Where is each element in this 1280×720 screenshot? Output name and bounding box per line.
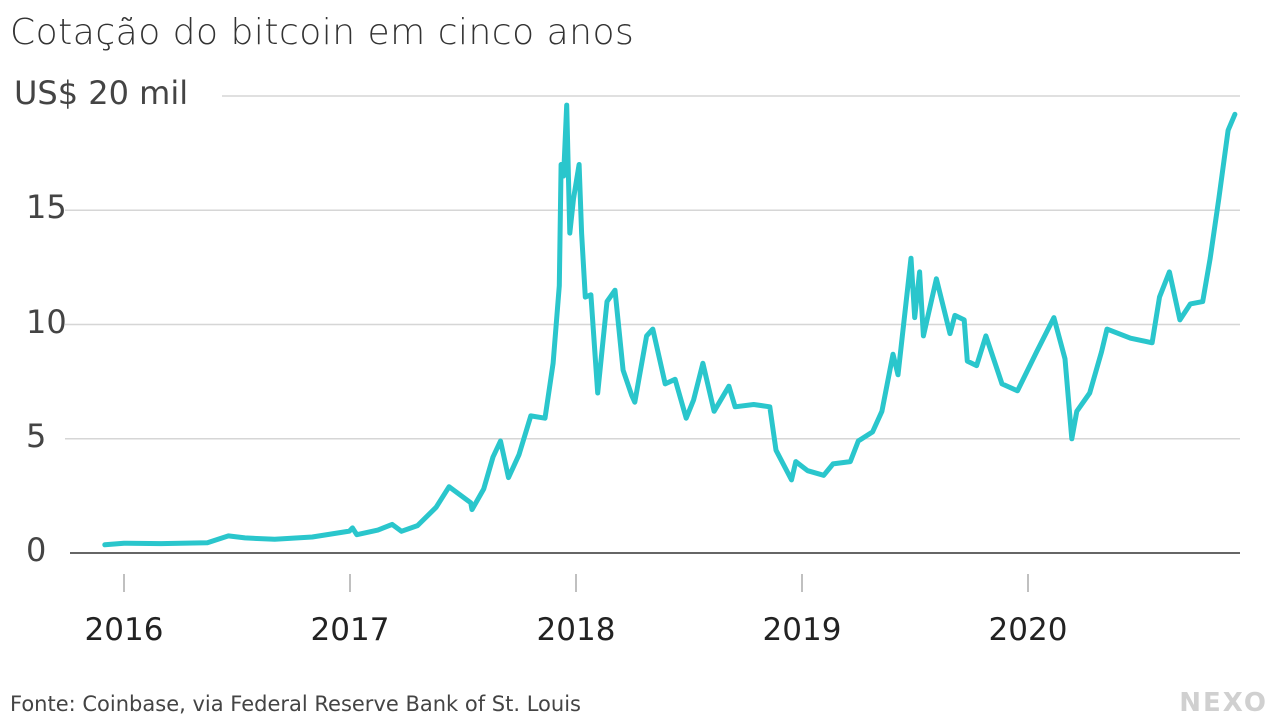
y-tick-label: 0 [26,531,47,569]
y-tick-label: US$ 20 mil [14,74,189,112]
x-tick-label: 2020 [988,612,1068,648]
y-tick-label: 5 [26,416,47,455]
source-note: Fonte: Coinbase, via Federal Reserve Ban… [10,692,581,716]
x-tick-label: 2019 [762,612,842,648]
x-tick-label: 2016 [84,612,164,648]
y-tick-label: 15 [26,188,67,227]
nexo-logo: NEXO [1179,688,1268,718]
y-tick-label: 10 [26,302,67,341]
bitcoin-price-line [102,102,1238,548]
x-tick-label: 2017 [310,612,390,648]
x-tick-label: 2018 [536,612,616,648]
chart-title: Cotação do bitcoin em cinco anos [10,12,635,53]
